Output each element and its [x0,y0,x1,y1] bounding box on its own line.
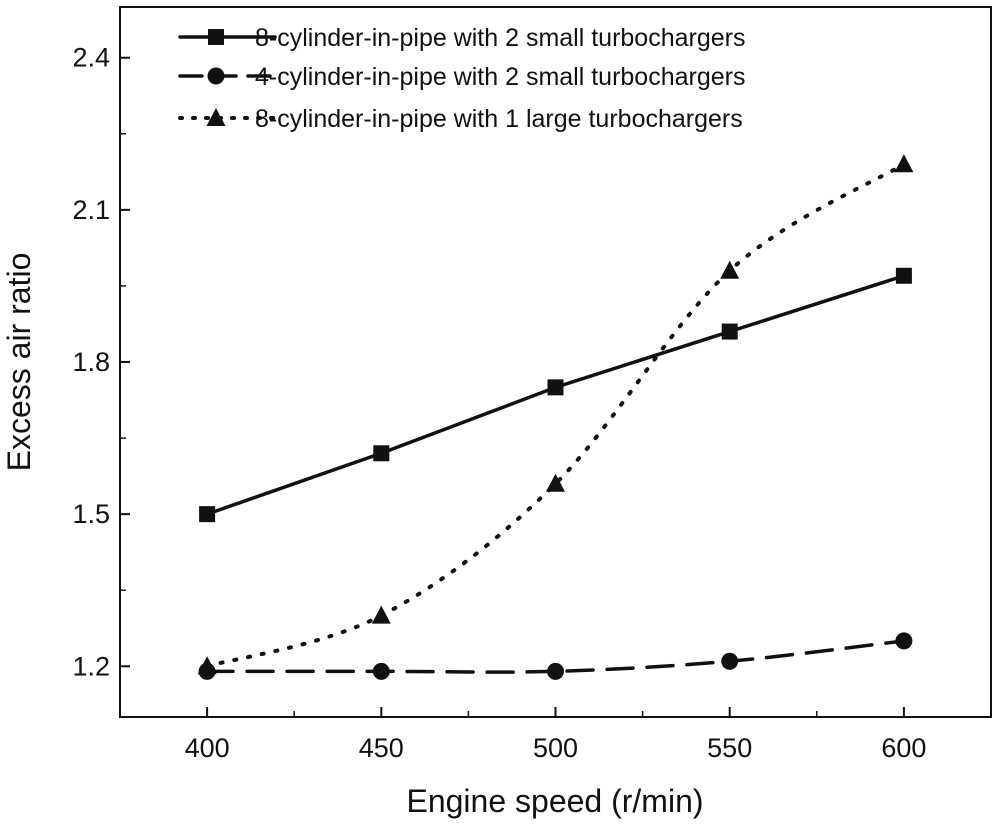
circle-point [372,662,390,680]
legend: 8-cylinder-in-pipe with 2 small turbocha… [178,24,745,133]
y-tick-label: 2.1 [72,195,110,225]
x-tick-label: 600 [881,733,926,763]
legend-label: 4-cylinder-in-pipe with 2 small turbocha… [255,63,745,91]
y-tick-label: 1.8 [72,347,110,377]
legend-item-8cyl-1large: 8-cylinder-in-pipe with 1 large turbocha… [178,105,743,133]
y-tick-label: 2.4 [72,43,110,73]
triangle-point [197,656,217,675]
y-tick-label: 1.2 [72,651,110,681]
y-axis-title: Excess air ratio [1,253,37,472]
legend-marker [207,67,225,85]
square-point [547,379,564,396]
square-point [721,323,738,340]
legend-label: 8-cylinder-in-pipe with 2 small turbocha… [255,24,745,52]
triangle-point [371,605,391,624]
legend-label: 8-cylinder-in-pipe with 1 large turbocha… [255,105,743,133]
triangle-point [720,260,740,279]
legend-item-8cyl-2small: 8-cylinder-in-pipe with 2 small turbocha… [178,24,745,52]
circle-point [721,652,739,670]
axes-layer: 1.2 1.5 1.8 2.1 2.4 400 450 500 550 600 [72,43,926,763]
circle-point [547,662,564,680]
legend-item-4cyl-2small: 4-cylinder-in-pipe with 2 small turbocha… [178,63,745,91]
square-point [199,506,216,523]
square-point [373,445,390,462]
series-line [205,162,906,669]
series-8cyl-1large [197,154,914,675]
series-layer [197,154,914,680]
series-8cyl-2small [199,267,912,523]
legend-marker [208,29,224,45]
series-line [205,639,906,674]
x-tick-label: 400 [185,733,230,763]
x-tick-label: 450 [359,733,404,763]
triangle-point [894,154,914,173]
x-axis-title: Engine speed (r/min) [406,783,703,819]
triangle-point [546,473,565,492]
legend-marker [206,108,226,126]
series-4cyl-2small [198,632,913,680]
square-point [895,267,912,284]
y-tick-label: 1.5 [72,499,110,529]
x-tick-label: 500 [533,733,578,763]
x-tick-label: 550 [707,733,752,763]
circle-point [895,632,913,650]
